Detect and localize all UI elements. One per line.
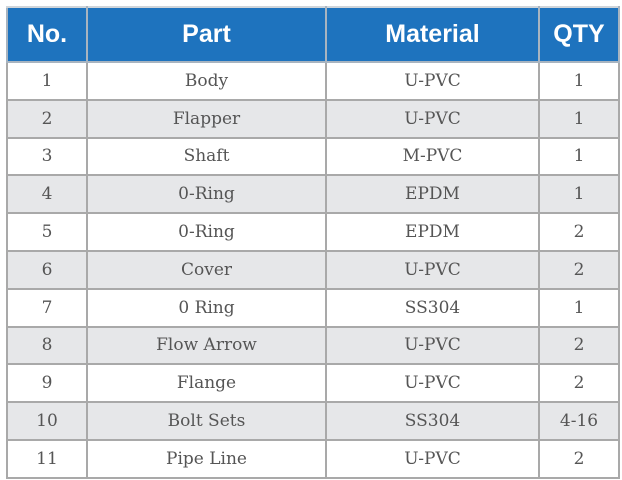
cell-part: Cover — [86, 249, 327, 290]
cell-qty: 1 — [538, 287, 620, 328]
header-qty: QTY — [538, 6, 620, 63]
cell-part: Body — [86, 61, 327, 101]
cell-qty: 2 — [538, 249, 620, 290]
cell-part: Flow Arrow — [86, 325, 327, 366]
cell-no: 3 — [6, 136, 88, 177]
table-row: 9 Flange U-PVC 2 — [6, 363, 620, 404]
cell-part: 0-Ring — [86, 212, 327, 252]
table-row: 8 Flow Arrow U-PVC 2 — [6, 325, 620, 366]
cell-part: Flapper — [86, 98, 327, 139]
header-part: Part — [86, 6, 327, 63]
cell-no: 7 — [6, 287, 88, 328]
cell-no: 10 — [6, 401, 88, 441]
cell-qty: 2 — [538, 438, 620, 479]
cell-part: Shaft — [86, 136, 327, 177]
cell-qty: 2 — [538, 325, 620, 366]
parts-list-container: No. Part Material QTY 1 Body U-PVC 1 2 F… — [6, 6, 620, 479]
table-body: 1 Body U-PVC 1 2 Flapper U-PVC 1 3 Shaft… — [6, 61, 620, 479]
cell-material: U-PVC — [325, 363, 540, 404]
cell-no: 4 — [6, 174, 88, 215]
cell-part: 0-Ring — [86, 174, 327, 215]
cell-material: SS304 — [325, 401, 540, 441]
cell-no: 1 — [6, 61, 88, 101]
cell-material: U-PVC — [325, 61, 540, 101]
cell-qty: 1 — [538, 61, 620, 101]
header-no: No. — [6, 6, 88, 63]
cell-no: 11 — [6, 438, 88, 479]
table-row: 10 Bolt Sets SS304 4-16 — [6, 401, 620, 441]
cell-qty: 1 — [538, 174, 620, 215]
cell-part: Flange — [86, 363, 327, 404]
cell-qty: 4-16 — [538, 401, 620, 441]
table-row: 11 Pipe Line U-PVC 2 — [6, 438, 620, 479]
table-row: 3 Shaft M-PVC 1 — [6, 136, 620, 177]
cell-no: 2 — [6, 98, 88, 139]
cell-material: SS304 — [325, 287, 540, 328]
cell-material: U-PVC — [325, 249, 540, 290]
cell-no: 8 — [6, 325, 88, 366]
header-material: Material — [325, 6, 540, 63]
cell-no: 5 — [6, 212, 88, 252]
cell-material: EPDM — [325, 174, 540, 215]
cell-qty: 1 — [538, 136, 620, 177]
cell-part: Bolt Sets — [86, 401, 327, 441]
cell-qty: 2 — [538, 363, 620, 404]
table-row: 7 0 Ring SS304 1 — [6, 287, 620, 328]
cell-no: 9 — [6, 363, 88, 404]
table-row: 2 Flapper U-PVC 1 — [6, 98, 620, 139]
cell-material: U-PVC — [325, 98, 540, 139]
cell-part: Pipe Line — [86, 438, 327, 479]
table-header: No. Part Material QTY — [6, 6, 620, 63]
table-row: 1 Body U-PVC 1 — [6, 61, 620, 101]
cell-material: U-PVC — [325, 438, 540, 479]
table-row: 6 Cover U-PVC 2 — [6, 249, 620, 290]
cell-material: U-PVC — [325, 325, 540, 366]
cell-part: 0 Ring — [86, 287, 327, 328]
cell-material: M-PVC — [325, 136, 540, 177]
parts-table: No. Part Material QTY 1 Body U-PVC 1 2 F… — [6, 6, 620, 479]
header-row: No. Part Material QTY — [6, 6, 620, 63]
cell-qty: 1 — [538, 98, 620, 139]
table-row: 5 0-Ring EPDM 2 — [6, 212, 620, 252]
cell-qty: 2 — [538, 212, 620, 252]
cell-material: EPDM — [325, 212, 540, 252]
cell-no: 6 — [6, 249, 88, 290]
table-row: 4 0-Ring EPDM 1 — [6, 174, 620, 215]
